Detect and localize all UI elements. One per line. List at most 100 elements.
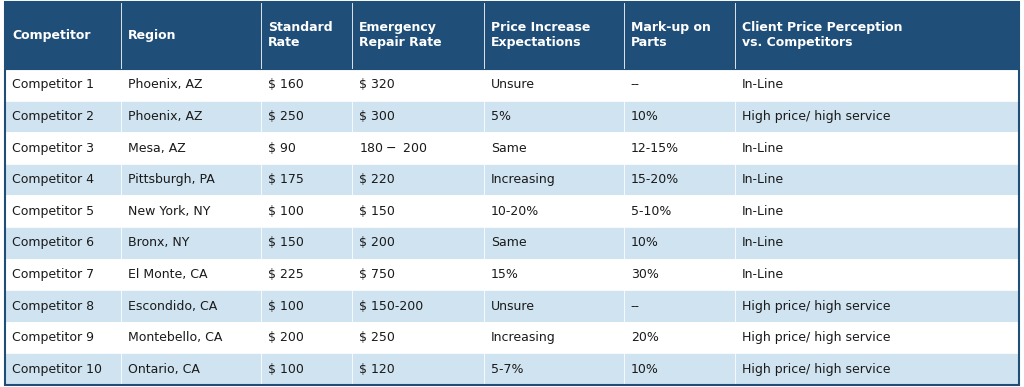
Text: $ 90: $ 90 (267, 142, 296, 154)
Text: $ 175: $ 175 (267, 173, 304, 186)
Text: $ 200: $ 200 (267, 331, 304, 344)
Text: Montebello, CA: Montebello, CA (128, 331, 222, 344)
Text: $ 100: $ 100 (267, 300, 304, 313)
Bar (483, 164, 624, 195)
Text: Client Price Perception
vs. Competitors: Client Price Perception vs. Competitors (742, 21, 903, 50)
Bar (483, 353, 624, 385)
Bar (352, 195, 483, 227)
Text: High price/ high service: High price/ high service (742, 110, 891, 123)
Text: Region: Region (128, 29, 176, 42)
Bar (624, 227, 735, 259)
Bar (260, 164, 352, 195)
Text: In-Line: In-Line (742, 142, 784, 154)
Text: Mark-up on
Parts: Mark-up on Parts (631, 21, 711, 50)
Bar (5, 101, 121, 132)
Text: Unsure: Unsure (490, 78, 535, 91)
Text: Phoenix, AZ: Phoenix, AZ (128, 78, 203, 91)
Bar (624, 132, 735, 164)
Text: 10-20%: 10-20% (490, 205, 539, 218)
Text: --: -- (631, 78, 640, 91)
Bar (121, 2, 260, 69)
Text: In-Line: In-Line (742, 205, 784, 218)
Text: 12-15%: 12-15% (631, 142, 679, 154)
Bar (352, 69, 483, 101)
Text: $ 750: $ 750 (359, 268, 395, 281)
Text: Emergency
Repair Rate: Emergency Repair Rate (359, 21, 441, 50)
Bar (352, 2, 483, 69)
Text: Competitor 5: Competitor 5 (12, 205, 94, 218)
Text: $ 225: $ 225 (267, 268, 303, 281)
Text: Price Increase
Expectations: Price Increase Expectations (490, 21, 590, 50)
Text: In-Line: In-Line (742, 173, 784, 186)
Bar (121, 101, 260, 132)
Text: Increasing: Increasing (490, 173, 556, 186)
Bar (624, 2, 735, 69)
Bar (624, 164, 735, 195)
Text: Escondido, CA: Escondido, CA (128, 300, 217, 313)
Text: In-Line: In-Line (742, 236, 784, 249)
Text: $ 250: $ 250 (267, 110, 304, 123)
Text: Same: Same (490, 236, 526, 249)
Text: Competitor 10: Competitor 10 (12, 363, 102, 376)
Bar (121, 353, 260, 385)
Bar (735, 259, 1019, 290)
Bar (5, 353, 121, 385)
Bar (624, 322, 735, 353)
Text: High price/ high service: High price/ high service (742, 300, 891, 313)
Bar (5, 164, 121, 195)
Bar (121, 290, 260, 322)
Bar (5, 2, 121, 69)
Bar (352, 353, 483, 385)
Text: Increasing: Increasing (490, 331, 556, 344)
Bar (5, 69, 121, 101)
Bar (483, 2, 624, 69)
Text: Competitor 1: Competitor 1 (12, 78, 94, 91)
Text: Competitor 7: Competitor 7 (12, 268, 94, 281)
Bar (735, 322, 1019, 353)
Bar (735, 132, 1019, 164)
Text: Competitor: Competitor (12, 29, 91, 42)
Bar (624, 69, 735, 101)
Bar (483, 195, 624, 227)
Bar (352, 322, 483, 353)
Text: $ 120: $ 120 (359, 363, 394, 376)
Bar (121, 164, 260, 195)
Bar (260, 322, 352, 353)
Text: $ 150: $ 150 (359, 205, 395, 218)
Bar (5, 195, 121, 227)
Bar (352, 227, 483, 259)
Text: High price/ high service: High price/ high service (742, 331, 891, 344)
Text: 5%: 5% (490, 110, 511, 123)
Text: Competitor 6: Competitor 6 (12, 236, 94, 249)
Bar (735, 69, 1019, 101)
Bar (121, 227, 260, 259)
Bar (260, 2, 352, 69)
Bar (121, 69, 260, 101)
Bar (5, 322, 121, 353)
Bar (483, 227, 624, 259)
Text: 10%: 10% (631, 363, 658, 376)
Bar (352, 290, 483, 322)
Text: High price/ high service: High price/ high service (742, 363, 891, 376)
Text: $ 150-200: $ 150-200 (359, 300, 423, 313)
Text: Standard
Rate: Standard Rate (267, 21, 333, 50)
Text: Phoenix, AZ: Phoenix, AZ (128, 110, 203, 123)
Bar (260, 101, 352, 132)
Text: Competitor 3: Competitor 3 (12, 142, 94, 154)
Bar (483, 132, 624, 164)
Bar (352, 132, 483, 164)
Bar (5, 259, 121, 290)
Text: $ 180 -$ 200: $ 180 -$ 200 (359, 142, 427, 154)
Bar (5, 227, 121, 259)
Bar (483, 69, 624, 101)
Text: 15%: 15% (490, 268, 519, 281)
Bar (121, 195, 260, 227)
Bar (624, 101, 735, 132)
Bar (735, 290, 1019, 322)
Bar (260, 195, 352, 227)
Bar (624, 290, 735, 322)
Text: $ 320: $ 320 (359, 78, 394, 91)
Bar (483, 290, 624, 322)
Text: 5-10%: 5-10% (631, 205, 671, 218)
Text: In-Line: In-Line (742, 268, 784, 281)
